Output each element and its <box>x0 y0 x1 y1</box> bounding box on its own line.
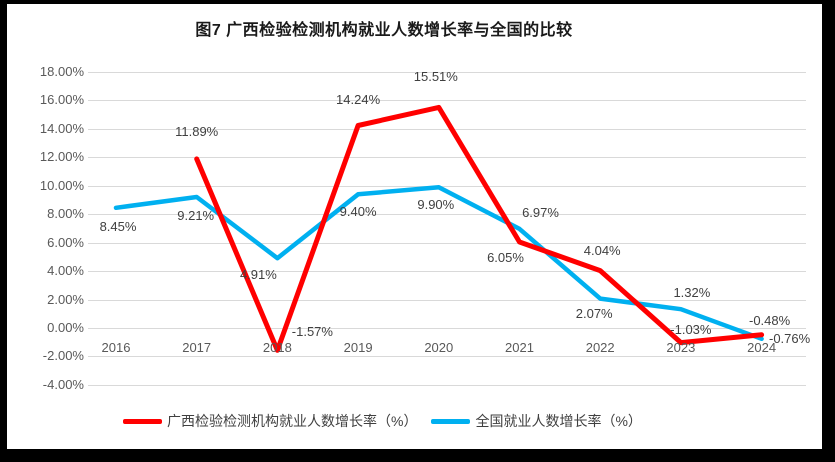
chart-canvas <box>7 4 822 449</box>
series-line-guangxi <box>194 104 765 353</box>
series-line-national <box>113 184 764 342</box>
legend-label-national: 全国就业人数增长率（%） <box>475 413 642 429</box>
legend-item-national: 全国就业人数增长率（%） <box>431 411 642 431</box>
chart-legend: 广西检验检测机构就业人数增长率（%） 全国就业人数增长率（%） <box>123 411 642 431</box>
red-line-swatch <box>123 418 162 424</box>
blue-line-swatch <box>431 418 471 424</box>
legend-label-guangxi: 广西检验检测机构就业人数增长率（%） <box>167 413 418 429</box>
legend-item-guangxi: 广西检验检测机构就业人数增长率（%） <box>123 411 417 431</box>
chart-title: 图7 广西检验检测机构就业人数增长率与全国的比较 <box>195 22 573 39</box>
